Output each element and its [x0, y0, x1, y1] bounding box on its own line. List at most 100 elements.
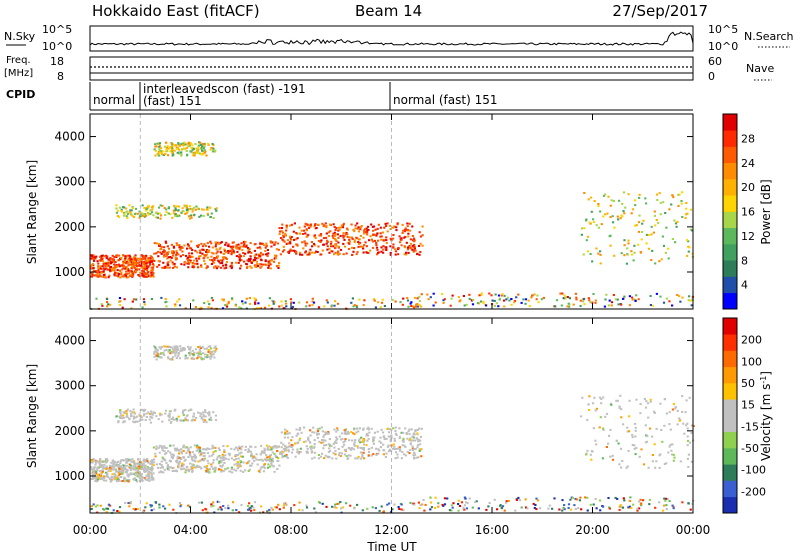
- scatter-cell: [613, 226, 616, 229]
- scatter-cell: [346, 233, 349, 236]
- scatter-cell: [165, 146, 169, 149]
- scatter-cell: [197, 148, 200, 151]
- scatter-cell: [292, 230, 295, 233]
- scatter-cell: [122, 264, 126, 267]
- scatter-cell: [150, 412, 153, 415]
- scatter-cell: [374, 306, 377, 309]
- scatter-cell: [122, 411, 125, 414]
- scatter-cell: [236, 453, 240, 456]
- scatter-cell: [493, 498, 496, 501]
- scatter-cell: [214, 241, 217, 244]
- scatter-cell: [241, 249, 244, 252]
- scatter-cell: [279, 451, 283, 454]
- scatter-cell: [281, 250, 285, 253]
- scatter-cell: [205, 267, 208, 270]
- scatter-cell: [200, 147, 203, 150]
- scatter-cell: [138, 268, 141, 271]
- scatter-cell: [608, 299, 611, 302]
- scatter-cell: [163, 349, 166, 352]
- scatter-cell: [385, 225, 388, 227]
- scatter-cell: [290, 236, 293, 238]
- scatter-cell: [139, 272, 142, 274]
- scatter-cell: [324, 225, 327, 228]
- scatter-cell: [674, 406, 677, 409]
- scatter-cell: [249, 445, 252, 448]
- scatter-cell: [181, 412, 185, 415]
- scatter-cell: [198, 152, 201, 155]
- velocity-colorbar-label: Velocity [m s-1]: [759, 371, 774, 461]
- scatter-cell: [631, 296, 634, 299]
- scatter-cell: [124, 412, 127, 414]
- scatter-cell: [594, 498, 597, 500]
- scatter-cell: [105, 267, 108, 270]
- scatter-cell: [187, 345, 190, 348]
- scatter-cell: [320, 239, 323, 242]
- scatter-cell: [199, 249, 202, 252]
- scatter-cell: [272, 302, 275, 305]
- scatter-cell: [595, 224, 598, 227]
- scatter-cell: [288, 442, 291, 445]
- scatter-cell: [142, 414, 146, 417]
- scatter-cell: [122, 262, 125, 265]
- scatter-cell: [681, 501, 684, 504]
- scatter-cell: [131, 275, 134, 277]
- scatter-cell: [141, 272, 144, 275]
- scatter-cell: [298, 426, 302, 429]
- scatter-cell: [343, 238, 346, 241]
- scatter-cell: [187, 244, 190, 247]
- scatter-cell: [134, 508, 138, 511]
- scatter-cell: [224, 257, 228, 259]
- scatter-cell: [241, 455, 244, 458]
- scatter-cell: [398, 427, 401, 430]
- scatter-cell: [279, 230, 282, 233]
- scatter-cell: [620, 214, 623, 217]
- scatter-cell: [241, 300, 244, 303]
- scatter-cell: [400, 431, 403, 434]
- scatter-cell: [350, 223, 353, 226]
- scatter-cell: [172, 245, 175, 248]
- scatter-cell: [322, 447, 325, 450]
- scatter-cell: [318, 440, 321, 443]
- scatter-cell: [160, 252, 163, 255]
- scatter-cell: [611, 454, 614, 457]
- scatter-cell: [320, 253, 323, 256]
- scatter-cell: [176, 459, 179, 462]
- scatter-cell: [206, 354, 209, 357]
- scatter-cell: [458, 300, 461, 303]
- scatter-cell: [593, 221, 596, 223]
- scatter-cell: [409, 302, 412, 305]
- scatter-cell: [173, 470, 176, 472]
- scatter-cell: [210, 347, 213, 350]
- scatter-cell: [234, 261, 238, 264]
- scatter-cell: [209, 148, 212, 151]
- beam-title: Beam 14: [355, 2, 422, 20]
- scatter-cell: [366, 225, 370, 228]
- scatter-cell: [668, 208, 671, 211]
- scatter-cell: [628, 415, 631, 418]
- scatter-cell: [662, 301, 666, 304]
- scatter-cell: [221, 307, 225, 310]
- scatter-cell: [359, 451, 362, 454]
- scatter-cell: [499, 504, 502, 507]
- scatter-cell: [370, 427, 373, 430]
- scatter-cell: [606, 212, 609, 215]
- scatter-cell: [109, 465, 112, 468]
- scatter-cell: [222, 456, 225, 458]
- scatter-cell: [219, 506, 222, 509]
- scatter-cell: [92, 458, 95, 460]
- scatter-cell: [238, 259, 241, 261]
- scatter-cell: [162, 471, 165, 474]
- scatter-cell: [93, 256, 96, 259]
- scatter-cell: [118, 467, 121, 470]
- scatter-cell: [178, 452, 181, 455]
- scatter-cell: [115, 264, 118, 267]
- scatter-cell: [222, 505, 225, 507]
- scatter-cell: [124, 470, 127, 473]
- scatter-cell: [317, 306, 321, 309]
- scatter-cell: [180, 151, 183, 154]
- scatter-cell: [250, 266, 253, 269]
- scatter-cell: [160, 471, 163, 473]
- scatter-cell: [178, 460, 181, 463]
- scatter-cell: [182, 147, 185, 150]
- scatter-cell: [322, 439, 325, 442]
